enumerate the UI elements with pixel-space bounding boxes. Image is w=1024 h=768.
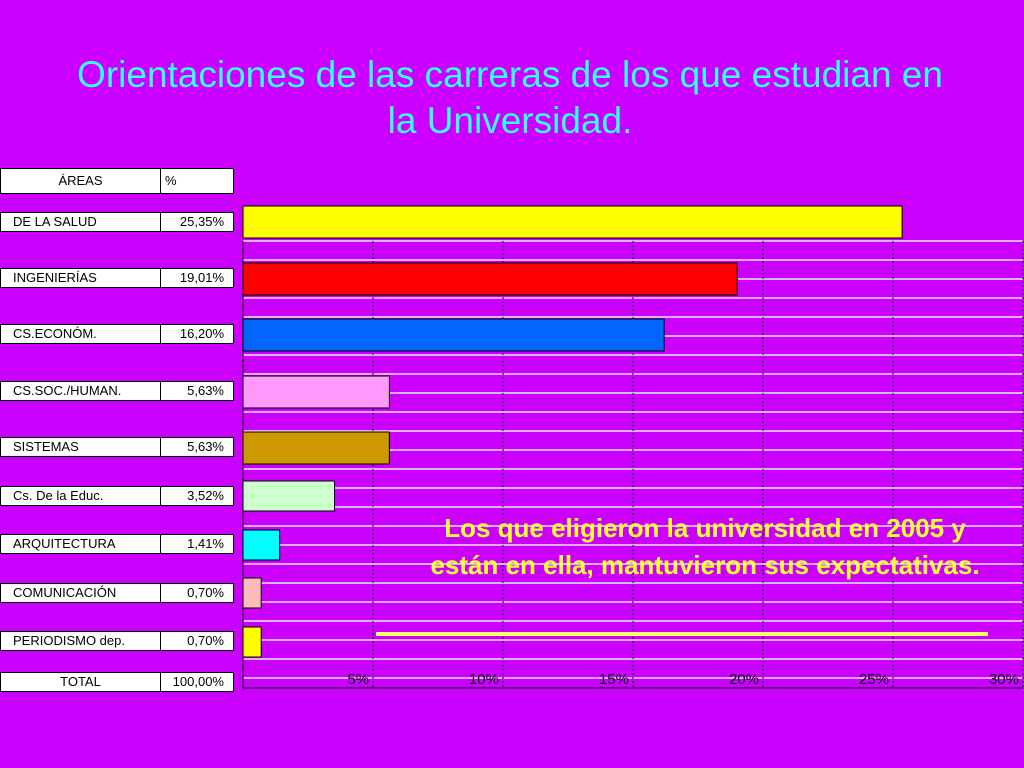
bar — [242, 318, 665, 352]
bar — [242, 480, 336, 512]
table-header-area: ÁREAS — [0, 168, 161, 194]
table-row-area-name: CS.ECONÓM. — [0, 324, 161, 344]
x-tick-label: 25% — [859, 671, 889, 688]
annotation-underline — [376, 632, 988, 636]
table-row-area-pct: 0,70% — [160, 583, 234, 603]
bar — [242, 626, 262, 658]
table-row-area-pct: 3,52% — [160, 486, 234, 506]
bar — [242, 205, 903, 239]
table-row-area-pct: 25,35% — [160, 212, 234, 232]
bar — [242, 375, 390, 409]
table-row-area-name: DE LA SALUD — [0, 212, 161, 232]
bar — [242, 529, 281, 561]
table-total-pct: 100,00% — [160, 672, 234, 692]
table-header-pct: % — [160, 168, 234, 194]
x-tick-label: 10% — [469, 671, 499, 688]
table-row-area-pct: 19,01% — [160, 268, 234, 288]
annotation-text: Los que eligieron la universidad en 2005… — [430, 513, 980, 580]
x-tick-label: 5% — [347, 671, 369, 688]
x-tick-label: 15% — [599, 671, 629, 688]
x-tick-label: 20% — [729, 671, 759, 688]
bar — [242, 431, 390, 465]
slide-title: Orientaciones de las carreras de los que… — [77, 54, 943, 141]
table-row-area-name: Cs. De la Educ. — [0, 486, 161, 506]
table-row-area-pct: 5,63% — [160, 381, 234, 401]
table-row-area-pct: 16,20% — [160, 324, 234, 344]
bar — [242, 262, 738, 296]
table-row-area-name: INGENIERÍAS — [0, 268, 161, 288]
table-row-area-name: PERIODISMO dep. — [0, 631, 161, 651]
table-row-area-name: ARQUITECTURA — [0, 534, 161, 554]
table-row-area-name: SISTEMAS — [0, 437, 161, 457]
bar — [242, 577, 262, 609]
x-tick-label: 30% — [989, 671, 1019, 688]
table-row-area-pct: 5,63% — [160, 437, 234, 457]
table-row-area-pct: 1,41% — [160, 534, 234, 554]
table-row-area-pct: 0,70% — [160, 631, 234, 651]
